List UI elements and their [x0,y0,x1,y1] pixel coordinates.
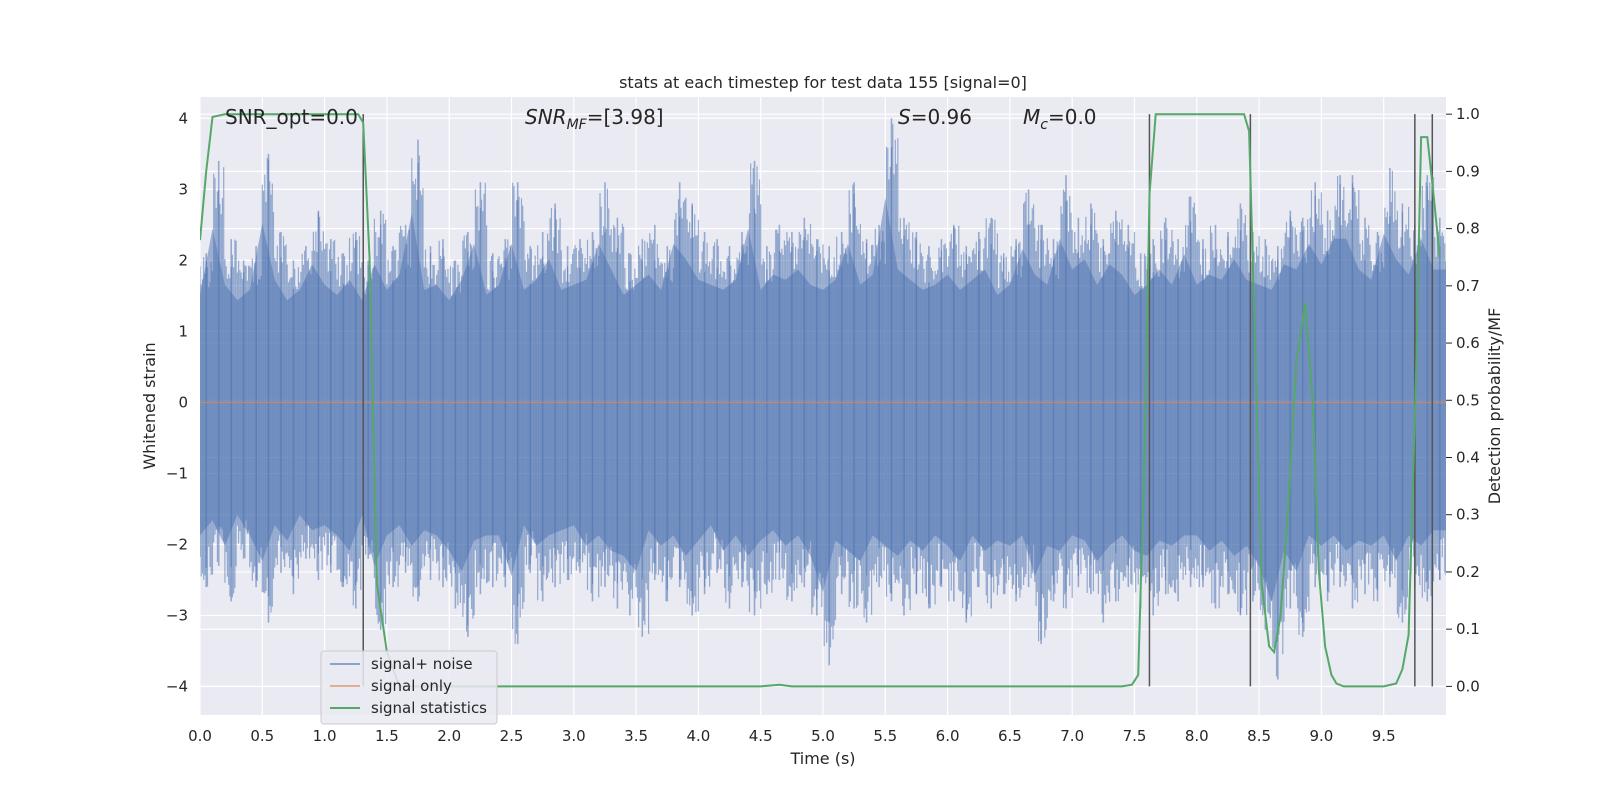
y-tick-label-left: −3 [166,607,188,625]
x-tick-label: 2.5 [500,727,524,745]
y-tick-label-right: 0.9 [1456,162,1480,180]
x-tick-label: 8.5 [1247,727,1271,745]
annotation-s: S=0.96 [898,105,972,129]
x-tick-label: 3.0 [562,727,586,745]
y-tick-label-left: 0 [178,393,188,411]
y-tick-label-left: −4 [166,678,188,696]
x-tick-label: 9.0 [1309,727,1333,745]
x-tick-label: 4.0 [686,727,710,745]
y-axis-label-left: Whitened strain [140,342,159,469]
y-tick-label-right: 0.2 [1456,563,1480,581]
x-tick-label: 6.5 [998,727,1022,745]
x-tick-label: 7.0 [1060,727,1084,745]
legend-label-signal: signal only [371,677,452,695]
y-tick-label-left: 3 [178,180,188,198]
y-tick-label-left: 4 [178,109,188,127]
x-tick-label: 8.0 [1185,727,1209,745]
chart-title: stats at each timestep for test data 155… [619,73,1027,92]
x-tick-label: 1.5 [375,727,399,745]
annotation-mc: Mc=0.0 [1023,105,1097,133]
y-tick-label-right: 0.0 [1456,677,1480,695]
x-tick-label: 3.5 [624,727,648,745]
y-tick-label-left: 2 [178,251,188,269]
y-tick-label-left: −2 [166,536,188,554]
x-tick-label: 2.0 [437,727,461,745]
legend-box [320,650,498,725]
legend-label-statistics: signal statistics [371,699,487,717]
y-tick-label-right: 0.4 [1456,449,1480,467]
y-tick-label-right: 0.5 [1456,391,1480,409]
x-tick-label: 6.0 [936,727,960,745]
y-tick-label-right: 0.7 [1456,277,1480,295]
legend-label-noise: signal+ noise [371,655,473,673]
series-signal-statistics [200,113,1441,688]
y-tick-label-right: 0.1 [1456,620,1480,638]
x-tick-label: 0.0 [188,727,212,745]
x-tick-label: 4.5 [749,727,773,745]
x-tick-label: 5.5 [873,727,897,745]
y-tick-label-right: 0.8 [1456,220,1480,238]
y-tick-label-left: −1 [166,464,188,482]
x-tick-label: 9.5 [1372,727,1396,745]
y-axis-label-right: Detection probability/MF [1485,308,1504,505]
x-tick-label: 7.5 [1123,727,1147,745]
y-tick-label-right: 0.6 [1456,334,1480,352]
series-layer [200,113,1446,688]
legend: signal+ noise signal only signal statist… [320,650,498,725]
annotation-snr-opt: SNR_opt=0.0 [225,105,358,129]
series-signal-noise-spikes [200,124,1446,677]
tick-labels: 0.0 0.5 1.0 1.5 2.0 2.5 3.0 3.5 4.0 4.5 5.0 5.5 6.0 6… [166,105,1480,745]
x-axis-label: Time (s) [789,749,855,768]
x-tick-label: 1.0 [313,727,337,745]
x-tick-label: 0.5 [250,727,274,745]
x-tick-label: 5.0 [811,727,835,745]
y-tick-label-left: 1 [178,322,188,340]
annotation-snr-mf: SNRMF=[3.98] [525,105,664,133]
y-tick-label-right: 0.3 [1456,506,1480,524]
y-tick-label-right: 1.0 [1456,105,1480,123]
